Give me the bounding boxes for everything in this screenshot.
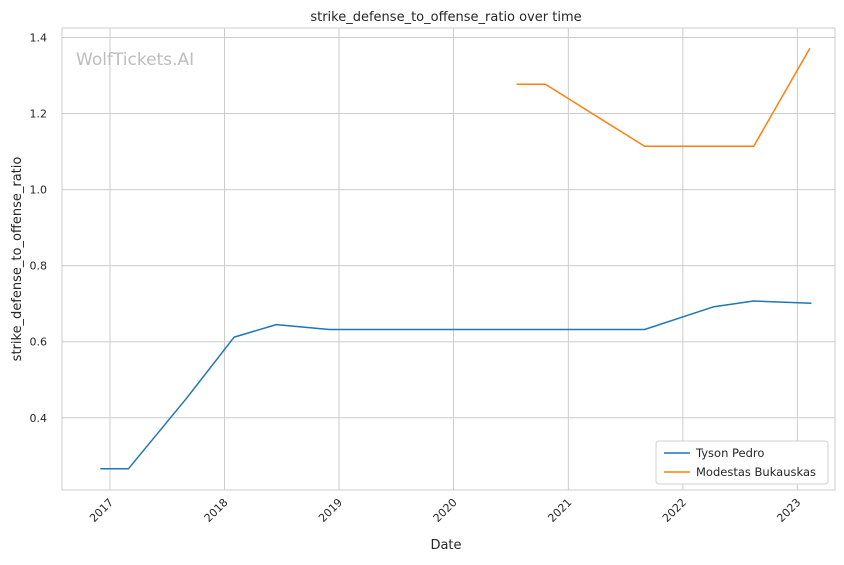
x-tick-label: 2023	[774, 496, 803, 525]
x-tick-label: 2021	[545, 496, 574, 525]
series-layer	[100, 47, 812, 470]
y-tick-label: 0.6	[30, 336, 48, 349]
grid-lines	[62, 28, 835, 490]
y-tick-label: 0.8	[30, 260, 48, 273]
series-line-tyson-pedro	[100, 300, 812, 470]
x-axis-label: Date	[430, 538, 461, 553]
y-axis-label: strike_defense_to_offense_ratio	[10, 157, 25, 362]
y-tick-label: 1.4	[30, 32, 48, 45]
watermark: WolfTickets.AI	[76, 50, 194, 70]
y-axis-ticks: 0.4 0.6 0.8 1.0 1.2 1.4	[30, 32, 48, 425]
x-tick-label: 2017	[87, 496, 116, 525]
legend-label-tyson-pedro: Tyson Pedro	[695, 446, 764, 460]
y-tick-label: 1.2	[30, 108, 48, 121]
x-axis-ticks: 2017 2018 2019 2020 2021 2022 2023	[87, 496, 803, 525]
x-tick-label: 2022	[660, 496, 689, 525]
legend-box	[655, 440, 829, 485]
series-line-modestas-bukauskas	[516, 47, 811, 148]
legend: Tyson Pedro Modestas Bukauskas	[655, 440, 829, 485]
y-tick-label: 1.0	[30, 184, 48, 197]
y-tick-label: 0.4	[30, 412, 48, 425]
chart-title: strike_defense_to_offense_ratio over tim…	[310, 10, 581, 25]
plot-area-border	[61, 27, 836, 491]
x-tick-label: 2020	[431, 496, 460, 525]
x-tick-label: 2018	[202, 496, 231, 525]
x-tick-label: 2019	[316, 496, 345, 525]
legend-label-modestas-bukauskas: Modestas Bukauskas	[696, 465, 816, 479]
